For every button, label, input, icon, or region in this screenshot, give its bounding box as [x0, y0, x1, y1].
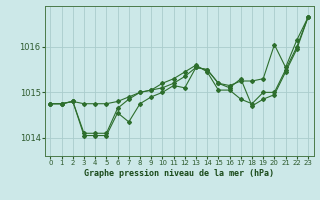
X-axis label: Graphe pression niveau de la mer (hPa): Graphe pression niveau de la mer (hPa) [84, 169, 274, 178]
